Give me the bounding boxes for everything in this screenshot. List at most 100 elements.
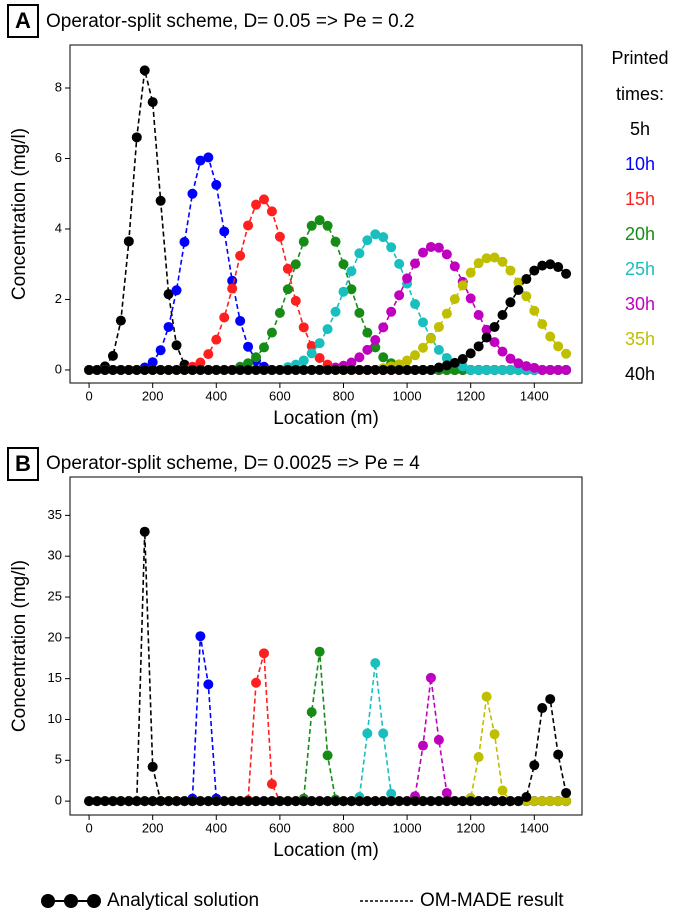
data-point [92, 796, 103, 807]
x-tick-label: 1200 [456, 820, 485, 835]
legend-entry: 20h [624, 224, 656, 244]
data-point [171, 364, 182, 375]
data-point [314, 364, 325, 375]
data-point [314, 796, 325, 807]
legend-entry: 10h [624, 154, 656, 174]
data-point [251, 796, 262, 807]
data-point [92, 364, 103, 375]
data-point [139, 65, 150, 76]
data-point [362, 796, 373, 807]
x-tick-label: 0 [85, 388, 92, 403]
data-point [282, 796, 293, 807]
data-point [274, 796, 285, 807]
data-point [187, 188, 198, 199]
data-point [282, 284, 293, 295]
data-point [394, 796, 405, 807]
x-axis-label: Location (m) [273, 408, 379, 429]
legend-entry: 15h [624, 189, 656, 209]
chart-title: Operator-split scheme, D= 0.0025 => Pe =… [46, 453, 420, 474]
data-point [433, 362, 444, 373]
data-point [282, 364, 293, 375]
data-point [410, 796, 421, 807]
data-point [290, 295, 301, 306]
data-point [346, 796, 357, 807]
series-line [89, 697, 567, 802]
data-point [274, 307, 285, 318]
panel-label-box [7, 4, 39, 38]
panel-label: B [15, 451, 31, 476]
data-point [513, 796, 524, 807]
data-point [457, 796, 468, 807]
series-line [89, 653, 567, 802]
legend-label: OM-MADE result [420, 890, 564, 911]
data-point [417, 364, 428, 375]
data-point [179, 364, 190, 375]
data-point [473, 309, 484, 320]
data-point [402, 796, 413, 807]
data-point [123, 364, 134, 375]
data-point [425, 796, 436, 807]
data-point [290, 364, 301, 375]
data-point [529, 760, 540, 771]
data-point [529, 362, 540, 373]
x-tick-label: 600 [269, 388, 291, 403]
data-point [266, 796, 277, 807]
data-point [433, 321, 444, 332]
data-point [258, 796, 269, 807]
data-point [155, 364, 166, 375]
data-point [322, 220, 333, 231]
data-point [107, 796, 118, 807]
data-point [322, 364, 333, 375]
data-point [537, 364, 548, 375]
data-point [243, 796, 254, 807]
data-point [115, 796, 126, 807]
data-point [243, 364, 254, 375]
data-point [441, 308, 452, 319]
data-point [179, 237, 190, 248]
data-point [362, 728, 373, 739]
data-point [402, 273, 413, 284]
x-tick-label: 1400 [520, 820, 549, 835]
data-point [545, 364, 556, 375]
legend-dot-icon [41, 894, 55, 908]
data-point [521, 291, 532, 302]
data-point [235, 364, 246, 375]
data-point [147, 97, 158, 108]
data-point [330, 236, 341, 247]
data-point [449, 294, 460, 305]
chart-figure: A Operator-split scheme, D= 0.05 => Pe = … [7, 4, 583, 861]
data-point [553, 364, 564, 375]
plot-area [84, 65, 572, 375]
data-point [163, 289, 174, 300]
data-point [282, 263, 293, 274]
x-tick-label: 400 [205, 388, 227, 403]
data-point [139, 526, 150, 537]
series-line [89, 696, 567, 802]
x-axis-label: Location (m) [273, 840, 379, 861]
data-point [354, 364, 365, 375]
data-point [425, 672, 436, 683]
legend-entry: 30h [624, 294, 656, 314]
data-point [394, 364, 405, 375]
data-point [433, 734, 444, 745]
data-point [417, 796, 428, 807]
panel-label: A [15, 8, 31, 33]
x-tick-label: 200 [142, 388, 164, 403]
data-point [521, 792, 532, 803]
data-point [163, 364, 174, 375]
data-point [338, 796, 349, 807]
plot-area [84, 526, 572, 807]
data-point [346, 266, 357, 277]
plot-frame [69, 44, 583, 384]
y-tick-label: 10 [48, 711, 62, 726]
data-point [219, 796, 230, 807]
data-point [306, 364, 317, 375]
legend-entry: 25h [624, 259, 656, 279]
data-point [354, 796, 365, 807]
data-point [330, 796, 341, 807]
data-point [433, 796, 444, 807]
data-point [155, 796, 166, 807]
data-point [449, 261, 460, 272]
data-point [481, 796, 492, 807]
data-point [211, 364, 222, 375]
